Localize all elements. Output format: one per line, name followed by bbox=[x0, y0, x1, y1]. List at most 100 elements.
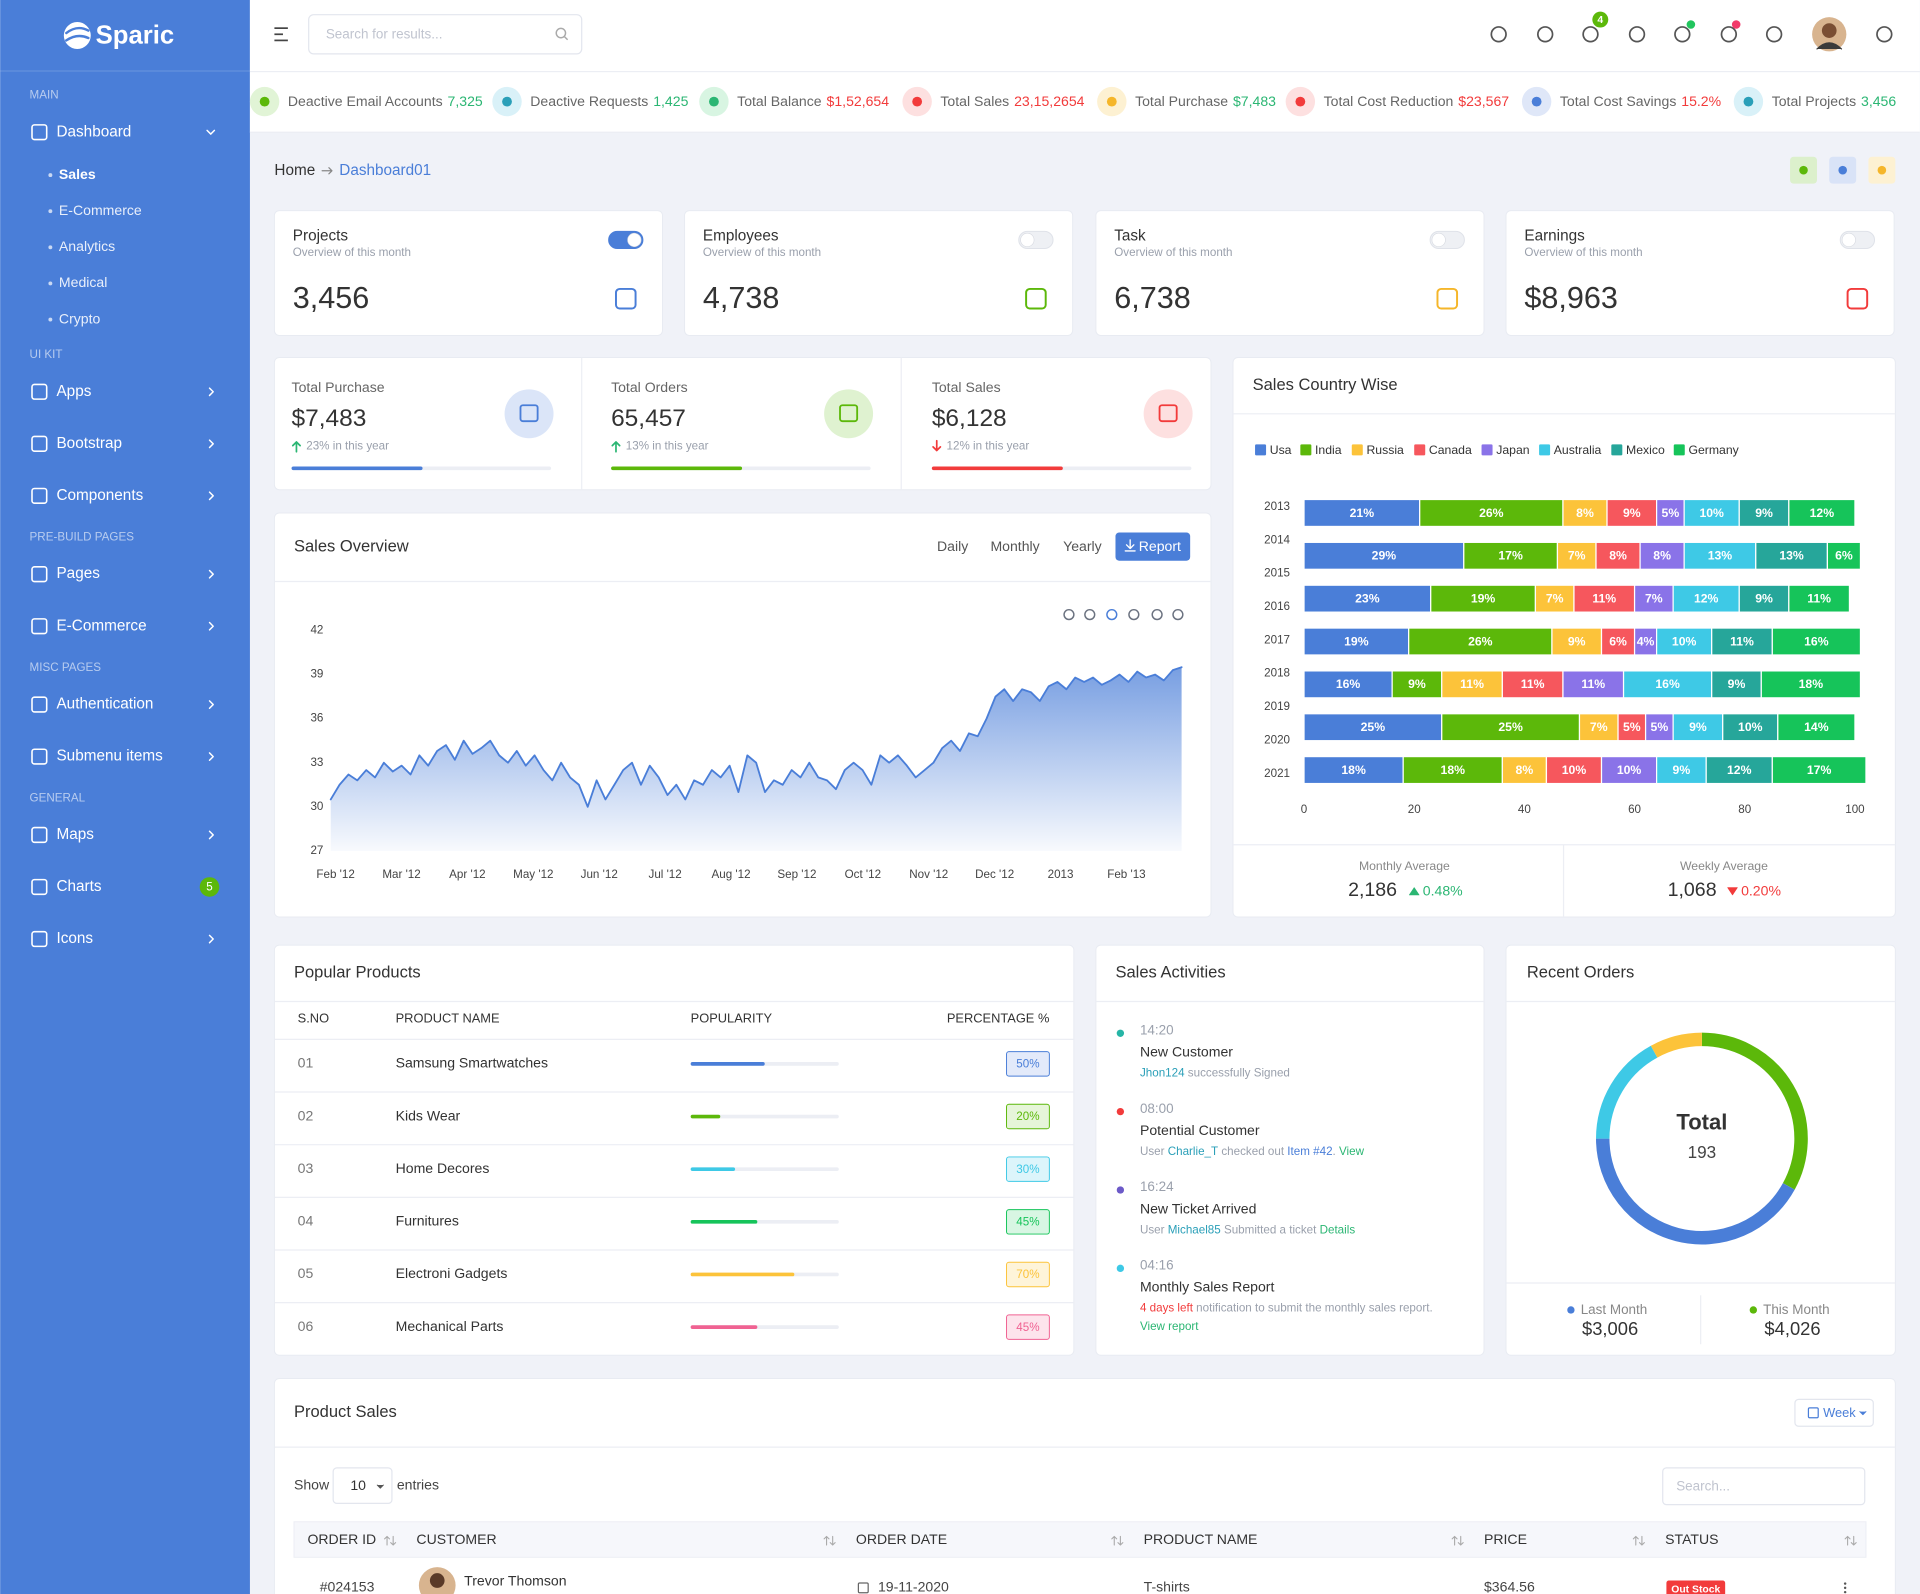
legend-item[interactable]: Mexico bbox=[1611, 443, 1665, 457]
bar-segment bbox=[1303, 498, 1421, 528]
chevron-right bbox=[208, 700, 214, 709]
sidebar-item[interactable]: Bootstrap bbox=[31, 435, 214, 452]
legend-item[interactable]: India bbox=[1300, 443, 1342, 457]
sortable-column-header[interactable]: ORDER ID bbox=[307, 1531, 397, 1547]
sortable-column-header[interactable]: STATUS bbox=[1665, 1531, 1857, 1547]
activity-text[interactable]: Details bbox=[1320, 1223, 1356, 1236]
header-icon-button[interactable] bbox=[1628, 26, 1646, 43]
activity-text[interactable]: Jhon124 bbox=[1140, 1067, 1185, 1080]
legend-item[interactable]: Russia bbox=[1351, 443, 1404, 457]
activity-text[interactable]: 4 days left bbox=[1140, 1302, 1194, 1315]
table-search-input[interactable] bbox=[1662, 1467, 1866, 1506]
chart-toolbar-button[interactable] bbox=[1084, 608, 1096, 621]
header-icon-button[interactable] bbox=[1536, 26, 1554, 43]
submenu-item[interactable]: Analytics bbox=[59, 238, 115, 254]
table-header: ORDER DATE bbox=[856, 1531, 947, 1547]
chart-toolbar-button[interactable] bbox=[1063, 608, 1075, 621]
bar-value-label: 19% bbox=[1471, 592, 1496, 606]
ticker-label: Total Cost Savings bbox=[1560, 93, 1676, 109]
trend-arrow bbox=[1409, 887, 1420, 896]
sidebar-item[interactable]: Icons bbox=[31, 930, 214, 948]
sidebar-item-label[interactable]: Icons bbox=[56, 930, 93, 947]
activity-text[interactable]: Item #42 bbox=[1287, 1145, 1332, 1158]
report-button-bg[interactable] bbox=[1115, 532, 1191, 561]
search-input[interactable] bbox=[308, 14, 583, 55]
sidebar-item[interactable]: Components bbox=[31, 487, 214, 504]
period-tab[interactable]: Daily bbox=[937, 538, 968, 554]
sortable-column-header[interactable]: ORDER DATE bbox=[856, 1531, 1124, 1547]
header-icon-button[interactable] bbox=[1582, 26, 1599, 43]
menu-toggle[interactable] bbox=[274, 27, 288, 42]
submenu-item[interactable]: Medical bbox=[59, 274, 107, 290]
activity-text[interactable]: View bbox=[1339, 1145, 1365, 1158]
select-bg[interactable] bbox=[332, 1467, 393, 1505]
search-box[interactable]: Search for results... bbox=[308, 14, 583, 55]
sidebar-item[interactable]: Pages bbox=[31, 565, 214, 583]
sidebar-item-label[interactable]: Dashboard bbox=[56, 123, 131, 140]
sortable-column-header[interactable]: PRICE bbox=[1484, 1531, 1645, 1547]
breadcrumb-item[interactable]: Home bbox=[274, 162, 315, 179]
toggle-switch[interactable] bbox=[608, 230, 644, 250]
bar-value-label: 5% bbox=[1662, 506, 1680, 520]
sidebar-item-label[interactable]: Components bbox=[56, 487, 143, 504]
chart-toolbar-button[interactable] bbox=[1106, 608, 1118, 621]
card bbox=[273, 356, 1212, 491]
sidebar-item[interactable]: Dashboard bbox=[31, 123, 216, 141]
period-tab[interactable]: Monthly bbox=[990, 538, 1039, 554]
legend-item[interactable]: Australia bbox=[1539, 443, 1602, 457]
legend-item[interactable]: Japan bbox=[1481, 443, 1530, 457]
quick-action-button[interactable] bbox=[1868, 156, 1896, 184]
sortable-column-header[interactable]: PRODUCT NAME bbox=[1144, 1531, 1464, 1547]
sidebar-item-label[interactable]: Authentication bbox=[56, 696, 153, 713]
report-button[interactable]: Report bbox=[1115, 532, 1191, 561]
sortable-column-header[interactable]: CUSTOMER bbox=[416, 1531, 836, 1547]
header-icon-button[interactable] bbox=[1876, 26, 1893, 43]
header-icon-button[interactable] bbox=[1720, 26, 1738, 43]
legend-item[interactable]: Canada bbox=[1414, 443, 1472, 457]
legend-item[interactable]: Germany bbox=[1673, 443, 1740, 457]
row-actions[interactable] bbox=[1843, 1582, 1847, 1594]
chart-toolbar-button[interactable] bbox=[1151, 608, 1163, 621]
quick-action-button[interactable] bbox=[1829, 156, 1857, 184]
sidebar-item-label[interactable]: E-Commerce bbox=[56, 617, 146, 634]
chevron-right bbox=[208, 934, 214, 944]
header-icon-button[interactable] bbox=[1674, 26, 1691, 43]
sidebar-item[interactable]: Maps bbox=[31, 826, 214, 844]
submenu-item[interactable]: Sales bbox=[59, 166, 96, 182]
header-icon-button[interactable] bbox=[1490, 26, 1507, 43]
legend-item[interactable]: Usa bbox=[1255, 443, 1292, 457]
breadcrumb-item[interactable]: Dashboard01 bbox=[339, 162, 431, 179]
period-tab[interactable]: Yearly bbox=[1063, 538, 1102, 554]
ticker-icon bbox=[1531, 96, 1542, 107]
activity-text[interactable]: View report bbox=[1140, 1320, 1199, 1333]
submenu-item[interactable]: E-Commerce bbox=[59, 202, 142, 218]
quick-action-button[interactable] bbox=[1790, 156, 1817, 184]
sidebar-item[interactable]: Submenu items bbox=[31, 748, 214, 765]
sidebar-item-label[interactable]: Pages bbox=[56, 565, 100, 582]
sidebar-item-label[interactable]: Apps bbox=[56, 383, 91, 400]
activity-text[interactable]: Charlie_T bbox=[1168, 1145, 1218, 1158]
header-icon-button[interactable] bbox=[1765, 26, 1783, 43]
sidebar-item[interactable]: Apps bbox=[31, 383, 214, 400]
toggle-switch[interactable] bbox=[1429, 230, 1465, 250]
sidebar-item[interactable]: Charts 5 bbox=[31, 877, 220, 897]
page-size-select[interactable]: 10 bbox=[332, 1467, 393, 1505]
sidebar-item-label[interactable]: Charts bbox=[56, 878, 101, 895]
table-search[interactable]: Search... bbox=[1662, 1467, 1866, 1506]
submenu-item[interactable]: Crypto bbox=[59, 310, 101, 326]
ticker-value: $1,52,654 bbox=[827, 93, 890, 109]
activity-text[interactable]: Michael85 bbox=[1168, 1223, 1221, 1236]
sidebar-item[interactable]: E-Commerce bbox=[31, 617, 214, 635]
toggle-switch[interactable] bbox=[1018, 230, 1054, 250]
chart-toolbar-button[interactable] bbox=[1172, 608, 1184, 621]
sidebar-item-label[interactable]: Submenu items bbox=[56, 748, 163, 765]
toggle-switch[interactable] bbox=[1839, 230, 1876, 250]
sidebar-item[interactable]: Authentication bbox=[31, 696, 214, 713]
period-dropdown[interactable]: Week bbox=[1794, 1398, 1874, 1427]
user-avatar[interactable] bbox=[1812, 17, 1847, 52]
sidebar-item-label[interactable]: Maps bbox=[56, 826, 94, 843]
ticker-item: Total Sales 23,15,2654 bbox=[940, 93, 1084, 109]
chart-toolbar-button[interactable] bbox=[1128, 608, 1140, 621]
dropdown-bg[interactable] bbox=[1794, 1398, 1874, 1427]
sidebar-item-label[interactable]: Bootstrap bbox=[56, 435, 121, 452]
